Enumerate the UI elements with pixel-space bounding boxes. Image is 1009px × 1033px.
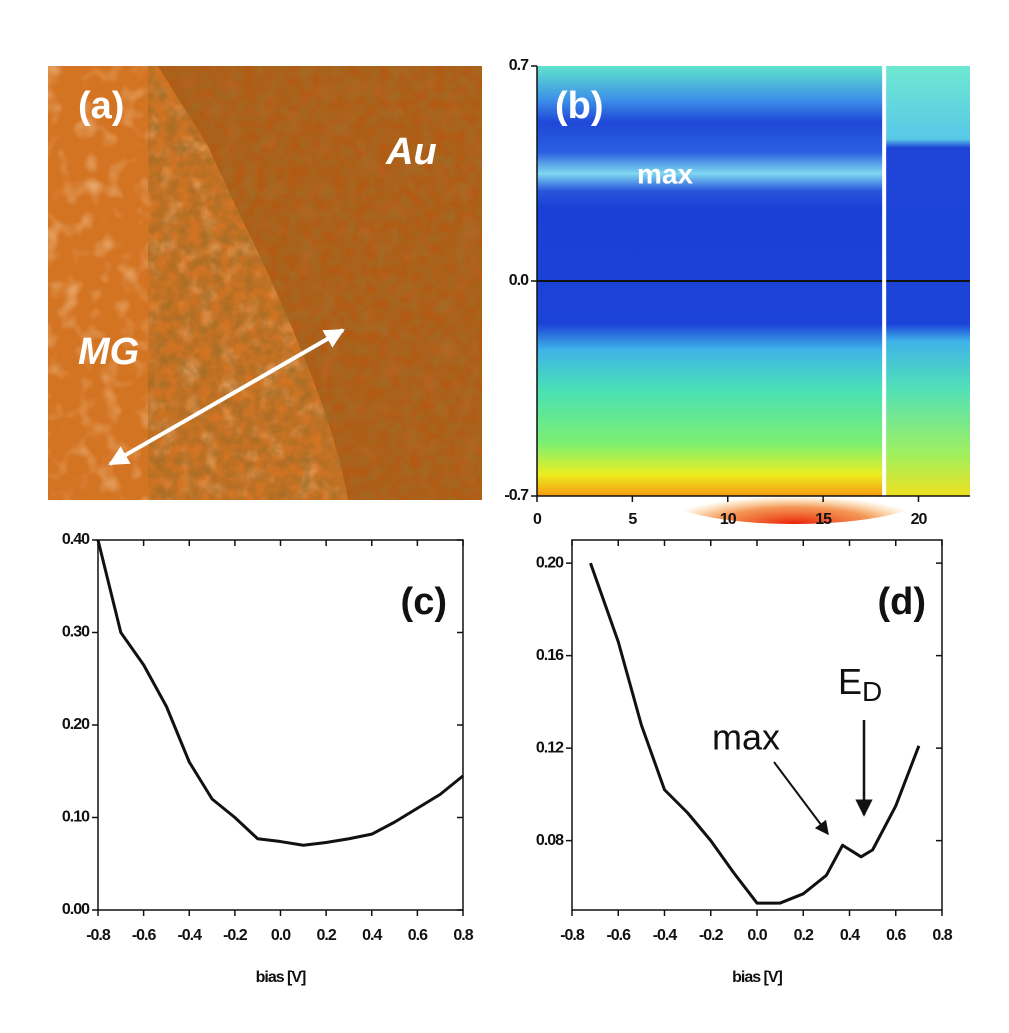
panel-label: (a) — [78, 85, 124, 127]
x-tick-label: 0.6 — [408, 927, 428, 944]
region-label: MG — [78, 331, 139, 373]
y-tick-label: 0.16 — [536, 647, 564, 664]
annotation: max — [712, 717, 780, 758]
x-tick-label: -0.6 — [132, 927, 157, 944]
x-tick-label: 15 — [815, 511, 832, 528]
y-tick-label: 0.10 — [62, 809, 90, 826]
x-axis-label: bias [V] — [732, 969, 782, 986]
profile-arrow — [108, 328, 345, 466]
x-tick-label: -0.4 — [653, 927, 678, 944]
y-tick-label: 0.08 — [536, 832, 564, 849]
x-tick-label: 0.4 — [840, 927, 860, 944]
x-tick-label: 0.6 — [886, 927, 906, 944]
data-line — [589, 562, 921, 905]
y-tick-label: 0.12 — [536, 739, 564, 756]
x-tick-label: 0 — [533, 511, 542, 528]
y-tick-label: 0.20 — [536, 554, 564, 571]
x-tick-label: 20 — [911, 511, 928, 528]
data-line — [96, 539, 464, 847]
annotation-subscript: D — [862, 676, 882, 707]
x-tick-label: 0.4 — [362, 927, 382, 944]
x-tick-label: 0.8 — [453, 927, 473, 944]
y-tick-label: 0.0 — [509, 272, 529, 289]
y-tick-label: 0.40 — [62, 531, 90, 548]
annotation: max — [637, 158, 693, 189]
x-tick-label: -0.2 — [223, 927, 248, 944]
x-axis-label: bias [V] — [256, 969, 306, 986]
x-tick-label: 0.0 — [271, 927, 291, 944]
x-tick-label: 0.0 — [747, 927, 767, 944]
x-tick-label: 0.2 — [794, 927, 814, 944]
x-tick-label: 0.8 — [932, 927, 952, 944]
x-tick-label: -0.6 — [606, 927, 631, 944]
y-tick-label: 0.20 — [62, 716, 90, 733]
panel-label: (c) — [401, 581, 447, 623]
y-tick-label: 0.00 — [62, 901, 90, 918]
panel-label: (d) — [877, 581, 926, 623]
x-tick-label: -0.2 — [699, 927, 724, 944]
x-tick-label: -0.4 — [177, 927, 202, 944]
x-tick-label: -0.8 — [560, 927, 585, 944]
region-label: Au — [385, 131, 437, 173]
annotation-arrow — [773, 761, 829, 836]
panel-label: (b) — [555, 85, 604, 127]
x-tick-label: 0.2 — [317, 927, 337, 944]
annotation: ED — [838, 661, 882, 708]
y-tick-label: 0.30 — [62, 624, 90, 641]
x-tick-label: 10 — [720, 511, 737, 528]
x-tick-label: 5 — [628, 511, 637, 528]
annotation-main: E — [838, 661, 862, 702]
x-tick-label: -0.8 — [86, 927, 111, 944]
y-tick-label: -0.7 — [504, 487, 529, 504]
y-tick-label: 0.7 — [509, 57, 529, 74]
